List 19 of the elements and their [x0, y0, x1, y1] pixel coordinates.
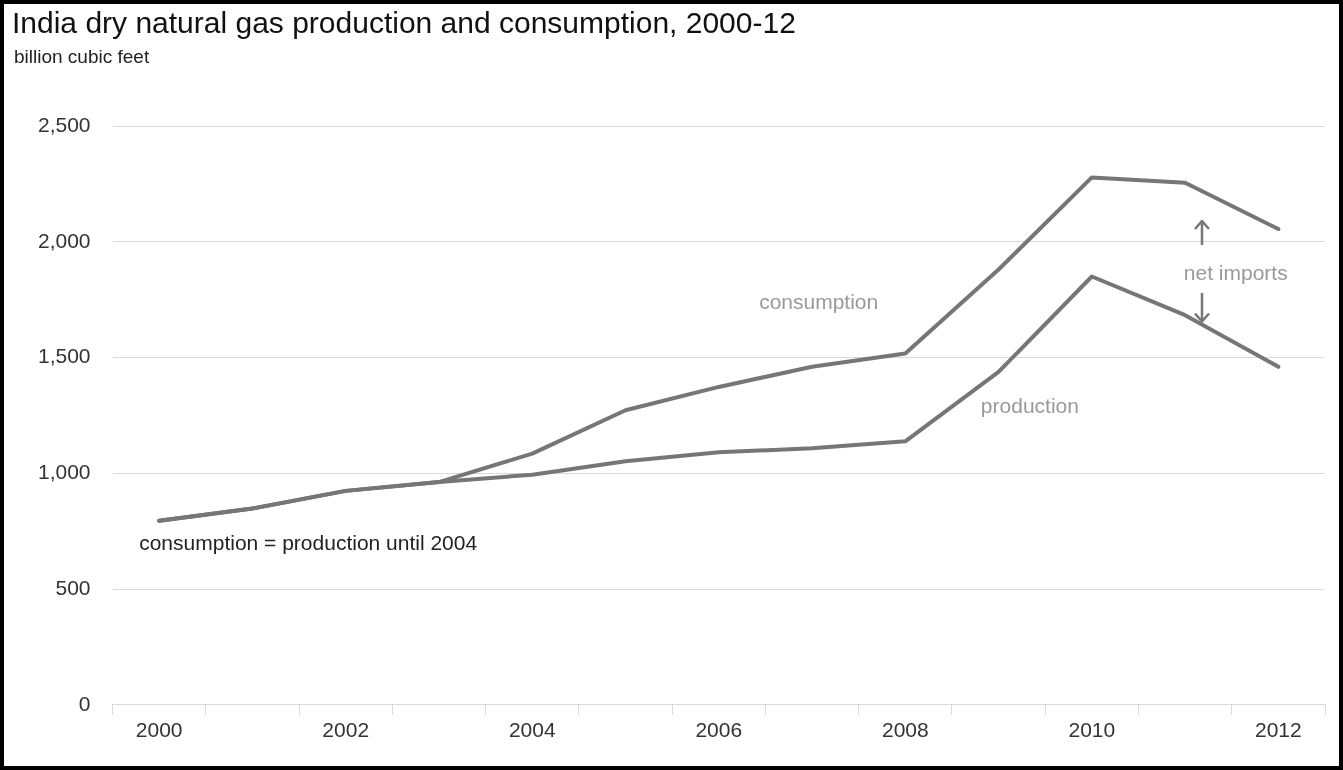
- x-tick-label: 2000: [135, 718, 183, 742]
- y-tick-label: 2,500: [37, 112, 91, 136]
- x-tick-label: 2006: [695, 718, 743, 742]
- chart-subtitle: billion cubic feet: [14, 46, 150, 68]
- x-tick-label: 2010: [1068, 718, 1116, 742]
- y-tick-label: 0: [78, 691, 91, 715]
- x-tick-label: 2004: [508, 718, 556, 742]
- x-tick-label: 2012: [1255, 718, 1302, 742]
- series-label: production: [980, 394, 1079, 419]
- y-tick-label: 500: [55, 575, 91, 599]
- y-tick-label: 1,500: [37, 344, 91, 368]
- y-tick-label: 1,000: [37, 460, 91, 484]
- annotation: consumption = production until 2004: [139, 530, 478, 555]
- x-tick-label: 2002: [322, 718, 370, 742]
- annotation: net imports: [1183, 261, 1288, 286]
- text: consumption: [759, 290, 879, 315]
- chart-title: India dry natural gas production and consumption, 2000-12: [12, 6, 796, 40]
- y-tick-label: 2,000: [37, 228, 91, 252]
- x-tick-label: 2008: [881, 718, 929, 742]
